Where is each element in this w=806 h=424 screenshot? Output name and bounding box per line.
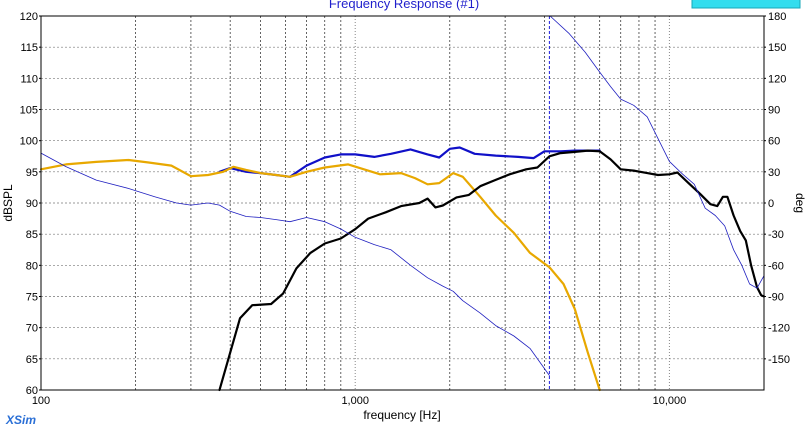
y-tick-label: 105: [20, 105, 38, 117]
x-tick-label: 100: [32, 395, 50, 407]
y2-tick-label: -120: [768, 323, 790, 335]
y-axis-label: dBSPL: [1, 184, 15, 222]
xsim-brand: XSim: [5, 413, 36, 424]
y-tick-label: 110: [20, 73, 38, 85]
y2-tick-label: 150: [768, 42, 786, 54]
y-tick-label: 80: [26, 260, 38, 272]
series-line-thin_blue: [40, 15, 765, 376]
y2-tick-label: 180: [768, 11, 786, 23]
x-tick-label: 10,000: [653, 395, 687, 407]
chart-title: Frequency Response (#1): [329, 0, 479, 11]
y2-tick-label: -90: [768, 292, 784, 304]
y-tick-label: 95: [26, 167, 38, 179]
y2-axis-ticks: -150 -120 -90 -60 -30 0 30 60 90 120 150 180: [764, 11, 790, 366]
y2-tick-label: 30: [768, 167, 780, 179]
x-axis-ticks: 100 1,000 10,000: [32, 395, 686, 407]
y2-tick-label: 60: [768, 136, 780, 148]
y-tick-label: 75: [26, 292, 38, 304]
y2-tick-label: -30: [768, 229, 784, 241]
y2-axis-label: deg: [793, 193, 806, 213]
y-tick-label: 60: [26, 385, 38, 397]
corner-button[interactable]: [691, 0, 801, 9]
x-axis-label: frequency [Hz]: [363, 408, 440, 422]
y-tick-label: 65: [26, 354, 38, 366]
y2-tick-label: 90: [768, 105, 780, 117]
y-tick-label: 100: [20, 136, 38, 148]
y-axis-ticks: 60 65 70 75 80 85 90 95 100 105 110 115 120: [20, 11, 41, 397]
chart-grid: [41, 16, 765, 390]
y2-tick-label: 120: [768, 73, 786, 85]
y-tick-label: 90: [26, 198, 38, 210]
y-tick-label: 70: [26, 323, 38, 335]
series-line-black: [218, 149, 766, 392]
chart-series: [39, 15, 766, 392]
y-tick-label: 85: [26, 229, 38, 241]
y-tick-label: 120: [20, 11, 38, 23]
x-tick-label: 1,000: [341, 395, 369, 407]
y2-tick-label: 0: [768, 198, 774, 210]
y-tick-label: 115: [20, 42, 38, 54]
series-line-orange: [39, 158, 601, 392]
y2-tick-label: -150: [768, 354, 790, 366]
y2-tick-label: -60: [768, 260, 784, 272]
